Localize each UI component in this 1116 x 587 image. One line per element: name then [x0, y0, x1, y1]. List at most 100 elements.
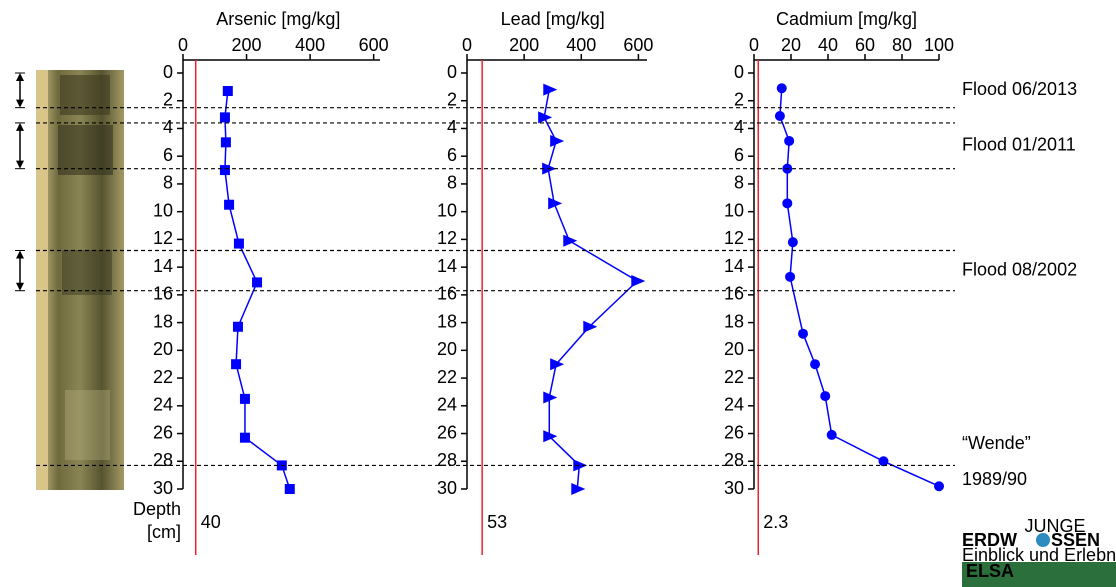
- arrow-head: [16, 250, 24, 259]
- x-tick-label: 600: [359, 35, 389, 55]
- arrow-head: [16, 99, 24, 108]
- y-tick-label: 16: [153, 284, 173, 304]
- point: [543, 83, 558, 96]
- x-tick-label: 600: [623, 35, 653, 55]
- x-tick-label: 0: [462, 35, 472, 55]
- logo: JUNGE ERDW SSEN Einblick und Erlebnis Ge…: [962, 516, 1116, 587]
- arrow-head: [16, 282, 24, 291]
- y-tick-label: 26: [437, 422, 457, 442]
- y-tick-label: 16: [437, 284, 457, 304]
- logo-banner: [962, 562, 1116, 587]
- x-tick-label: 0: [178, 35, 188, 55]
- y-tick-label: 2: [163, 89, 173, 109]
- y-tick-label: 4: [734, 117, 744, 137]
- x-tick-label: 0: [749, 35, 759, 55]
- point: [571, 483, 586, 495]
- point: [550, 134, 565, 147]
- y-axis-label: [cm]: [147, 522, 181, 542]
- chart-title: Cadmium [mg/kg]: [776, 9, 917, 29]
- point: [798, 328, 809, 339]
- x-tick-label: 400: [295, 35, 325, 55]
- y-tick-label: 2: [447, 89, 457, 109]
- point: [239, 432, 250, 443]
- y-tick-label: 26: [153, 422, 173, 442]
- y-tick-label: 14: [724, 256, 744, 276]
- series-line: [779, 88, 940, 487]
- x-tick-label: 100: [924, 35, 954, 55]
- logo-right: SSEN: [1051, 530, 1100, 550]
- event-label: Flood 01/2011: [962, 135, 1076, 155]
- y-tick-label: 0: [163, 62, 173, 82]
- y-tick-label: 28: [153, 450, 173, 470]
- y-tick-label: 28: [437, 450, 457, 470]
- y-tick-label: 28: [724, 450, 744, 470]
- point: [810, 359, 821, 370]
- chart-title: Lead [mg/kg]: [501, 9, 605, 29]
- point: [233, 238, 244, 249]
- x-tick-label: 400: [566, 35, 596, 55]
- x-tick-label: 80: [892, 35, 912, 55]
- y-tick-label: 10: [437, 200, 457, 220]
- point: [220, 137, 231, 148]
- y-tick-label: 0: [447, 62, 457, 82]
- point: [787, 237, 798, 248]
- x-tick-label: 200: [232, 35, 262, 55]
- y-tick-label: 6: [163, 145, 173, 165]
- chart-title: Arsenic [mg/kg]: [216, 9, 340, 29]
- point: [231, 359, 242, 370]
- logo-top: JUNGE: [1024, 516, 1085, 536]
- logo-bottom: ELSA: [966, 561, 1014, 581]
- y-tick-label: 20: [724, 339, 744, 359]
- x-tick-label: 40: [818, 35, 838, 55]
- y-tick-label: 18: [153, 311, 173, 331]
- y-tick-label: 22: [437, 367, 457, 387]
- point: [631, 275, 646, 287]
- y-tick-label: 14: [437, 256, 457, 276]
- y-tick-label: 8: [163, 173, 173, 193]
- point: [224, 199, 235, 210]
- point: [784, 135, 795, 146]
- point: [550, 358, 565, 371]
- series-line: [224, 90, 291, 490]
- point: [563, 234, 578, 247]
- y-tick-label: 24: [153, 395, 173, 415]
- y-tick-label: 8: [734, 173, 744, 193]
- point: [222, 86, 233, 97]
- point: [232, 321, 243, 332]
- event-label: Flood 08/2002: [962, 259, 1077, 279]
- point: [782, 198, 793, 209]
- y-tick-label: 4: [447, 117, 457, 137]
- point: [583, 320, 598, 333]
- y-tick-label: 10: [724, 200, 744, 220]
- point: [538, 111, 553, 124]
- point: [548, 197, 563, 210]
- y-tick-label: 12: [153, 228, 173, 248]
- y-tick-label: 2: [734, 89, 744, 109]
- point: [785, 271, 796, 282]
- series-line: [543, 89, 639, 490]
- event-label: 1989/90: [962, 469, 1027, 489]
- logo-globe: [1036, 533, 1050, 547]
- y-tick-label: 24: [437, 395, 457, 415]
- point: [934, 481, 944, 492]
- logo-left: ERDW: [962, 530, 1017, 550]
- y-tick-label: 20: [153, 339, 173, 359]
- point: [573, 459, 588, 472]
- point: [252, 277, 263, 288]
- x-tick-label: 200: [509, 35, 539, 55]
- y-tick-label: 6: [734, 145, 744, 165]
- y-tick-label: 30: [437, 478, 457, 498]
- sediment-core: [36, 70, 124, 490]
- y-tick-label: 24: [724, 395, 744, 415]
- point: [219, 165, 230, 176]
- y-tick-label: 12: [724, 228, 744, 248]
- y-tick-label: 18: [724, 311, 744, 331]
- point: [284, 484, 295, 494]
- point: [543, 430, 558, 443]
- y-tick-label: 18: [437, 311, 457, 331]
- y-tick-label: 30: [724, 478, 744, 498]
- y-tick-label: 10: [153, 200, 173, 220]
- y-tick-label: 30: [153, 478, 173, 498]
- y-tick-label: 14: [153, 256, 173, 276]
- event-label: “Wende”: [962, 433, 1031, 453]
